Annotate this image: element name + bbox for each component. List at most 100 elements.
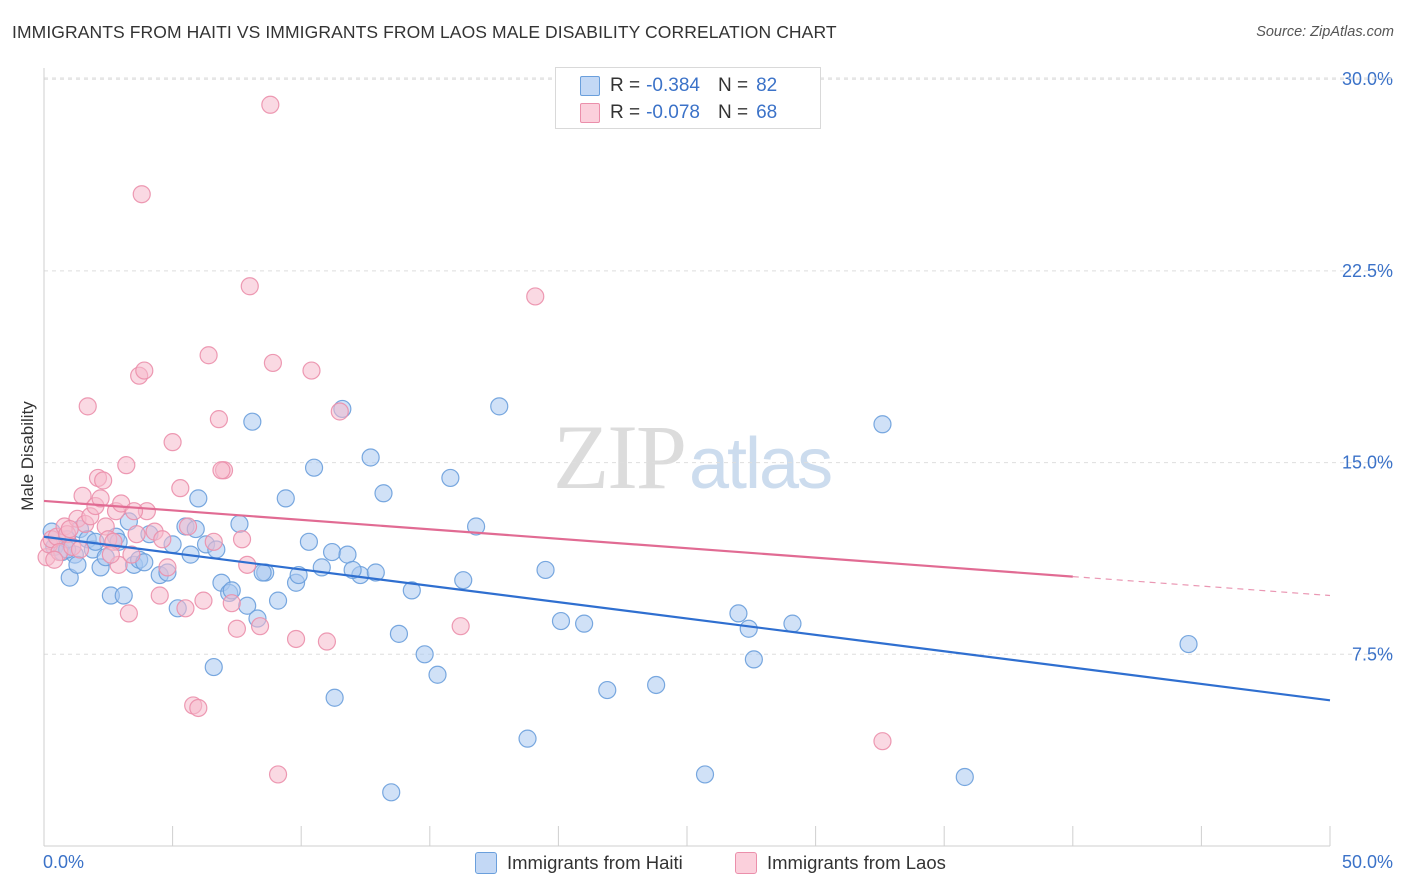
haiti-point	[647, 675, 666, 695]
laos-point	[261, 95, 280, 114]
laos-legend-label: Immigrants from Laos	[767, 852, 946, 873]
laos-point	[117, 456, 136, 475]
laos-point	[286, 629, 306, 649]
haiti-point	[268, 591, 288, 610]
haiti-point	[343, 560, 362, 580]
watermark-atlas: atlas	[689, 424, 833, 504]
laos-r-label: R =	[610, 102, 641, 123]
haiti-trend-line	[43, 535, 1331, 702]
y-axis-label: Male Disability	[18, 401, 37, 511]
haiti-legend-swatch	[475, 852, 497, 874]
haiti-point	[204, 657, 223, 677]
laos-point	[60, 519, 79, 539]
laos-point	[250, 617, 270, 636]
laos-point	[171, 479, 190, 498]
correlation-legend: R = -0.384 N = 82 R = -0.078 N = 68	[555, 67, 821, 129]
haiti-point	[441, 468, 460, 488]
haiti-point	[322, 542, 342, 562]
haiti-point	[415, 645, 434, 664]
haiti-point	[402, 581, 421, 600]
haiti-point	[518, 729, 537, 748]
haiti-point	[299, 532, 319, 551]
laos-legend-swatch	[735, 852, 757, 874]
laos-point	[451, 617, 470, 636]
haiti-n-value: 82	[756, 75, 778, 96]
haiti-point	[68, 555, 87, 574]
haiti-point	[366, 563, 385, 582]
haiti-point	[729, 604, 748, 623]
laos-point	[212, 461, 231, 480]
x-tick-min: 0.0%	[43, 852, 85, 872]
laos-point	[189, 698, 208, 718]
laos-point	[209, 410, 228, 429]
laos-point	[526, 287, 545, 306]
laos-point	[91, 489, 110, 508]
laos-point	[194, 591, 213, 610]
laos-point	[163, 433, 182, 452]
laos-trend-extension	[1072, 575, 1331, 597]
haiti-point	[739, 619, 758, 638]
haiti-point	[389, 624, 409, 643]
haiti-point	[873, 415, 892, 434]
laos-point	[199, 346, 218, 365]
laos-point	[153, 530, 172, 549]
watermark-zip: ZIP	[553, 406, 687, 508]
laos-n-label: N =	[717, 102, 749, 123]
laos-point	[873, 732, 892, 751]
haiti-point	[598, 680, 617, 700]
haiti-r-label: R =	[610, 75, 641, 96]
haiti-point	[289, 565, 308, 585]
haiti-point	[428, 665, 447, 684]
watermark: ZIPatlas	[553, 404, 833, 510]
y-tick-label: 7.5%	[1352, 644, 1393, 664]
haiti-point	[955, 767, 974, 787]
legend-row-haiti: R = -0.384 N = 82	[580, 74, 777, 98]
laos-r-value: -0.078	[646, 102, 700, 123]
laos-point	[268, 765, 288, 784]
haiti-point	[243, 412, 262, 431]
legend-item-haiti: Immigrants from Haiti	[475, 852, 683, 874]
laos-point	[317, 632, 337, 651]
haiti-legend-label: Immigrants from Haiti	[507, 852, 683, 873]
haiti-point	[361, 448, 380, 467]
laos-point	[45, 550, 64, 569]
laos-point	[330, 402, 349, 421]
legend-item-laos: Immigrants from Laos	[735, 852, 946, 874]
source-credit: Source: ZipAtlas.com	[1256, 24, 1394, 40]
y-tick-label: 30.0%	[1342, 69, 1393, 89]
haiti-point	[466, 517, 486, 536]
laos-point	[238, 555, 257, 574]
haiti-r-value: -0.384	[646, 75, 700, 96]
haiti-point	[382, 783, 401, 802]
laos-point	[135, 361, 154, 380]
haiti-point	[744, 650, 763, 669]
haiti-point	[1179, 634, 1198, 654]
laos-point	[158, 558, 177, 577]
laos-point	[70, 540, 90, 559]
laos-point	[119, 604, 138, 623]
laos-point	[240, 277, 259, 296]
laos-point	[263, 353, 283, 373]
y-tick-label: 22.5%	[1342, 261, 1393, 281]
haiti-n-label: N =	[717, 75, 749, 96]
laos-point	[101, 545, 120, 564]
haiti-point	[551, 611, 571, 631]
haiti-point	[114, 586, 133, 605]
y-tick-label: 15.0%	[1342, 453, 1393, 473]
laos-swatch	[580, 103, 600, 123]
laos-point	[94, 471, 113, 490]
laos-point	[78, 397, 97, 416]
laos-point	[222, 594, 241, 613]
haiti-point	[304, 458, 324, 477]
laos-point	[132, 185, 151, 204]
chart-title: IMMIGRANTS FROM HAITI VS IMMIGRANTS FROM…	[12, 22, 837, 42]
haiti-point	[454, 571, 473, 590]
laos-point	[127, 525, 146, 544]
laos-point	[122, 545, 141, 564]
laos-point	[302, 361, 321, 380]
x-tick-max: 50.0%	[1341, 852, 1393, 872]
haiti-point	[338, 545, 357, 564]
haiti-point	[189, 489, 208, 508]
laos-point	[150, 586, 169, 605]
series-legend: Immigrants from Haiti Immigrants from La…	[0, 852, 1406, 876]
